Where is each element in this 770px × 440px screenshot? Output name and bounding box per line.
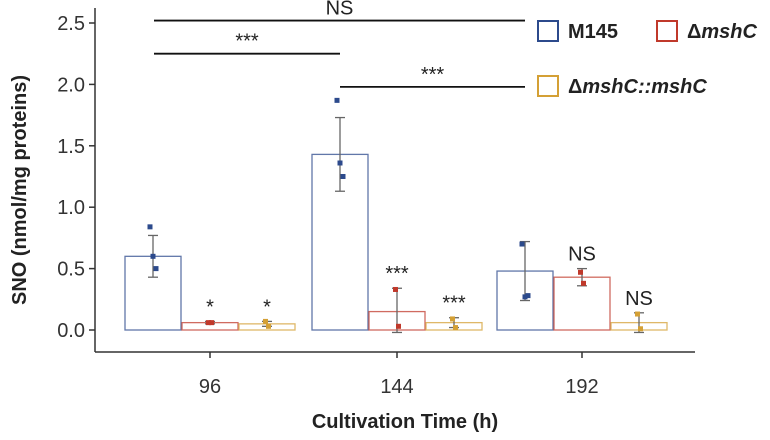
data-point [450,316,455,322]
data-point [393,286,398,292]
significance-label: *** [442,293,466,315]
bracket-label: *** [235,31,259,53]
y-axis-title: SNO (nmol/mg proteins) [9,75,31,305]
data-point [147,224,153,230]
data-point [206,320,211,326]
bracket-label: *** [421,64,445,86]
data-point [635,311,640,317]
y-tick-label: 0.0 [57,320,85,342]
y-tick-label: 2.0 [57,74,85,96]
data-point [209,320,214,326]
data-point [337,160,343,166]
x-tick-label: 96 [199,376,221,398]
data-point [453,325,458,331]
data-point [266,323,271,329]
y-tick-label: 1.5 [57,136,85,158]
legend-label: ΔmshC [687,21,757,43]
data-point [581,280,586,286]
data-point [340,174,346,179]
significance-label: * [206,296,214,318]
legend-label: ΔmshC::mshC [568,76,707,98]
significance-label: NS [625,288,653,310]
data-point [519,241,525,247]
significance-label: *** [385,263,409,285]
significance-label: * [263,296,271,318]
legend-label: M145 [568,21,618,43]
data-point [522,294,528,300]
x-axis-title: Cultivation Time (h) [312,411,498,433]
legend-swatch [537,75,559,97]
data-point [263,318,268,324]
data-point [638,326,643,332]
x-tick-label: 192 [565,376,598,398]
bracket-label: NS [326,0,354,20]
data-point [150,253,156,259]
y-tick-label: 2.5 [57,13,85,35]
plot-area: 0.00.51.01.52.02.596 144 192****NS* *** NSNS… [57,0,757,398]
legend-swatch [537,20,559,42]
legend-swatch [656,20,678,42]
y-tick-label: 0.5 [57,259,85,281]
y-tick-label: 1.0 [57,197,85,219]
data-point [578,269,583,275]
data-point [153,266,159,272]
significance-label: NS [568,244,596,266]
x-tick-label: 144 [380,376,413,398]
data-point [525,293,531,299]
data-point [396,323,401,329]
data-point [334,97,340,103]
